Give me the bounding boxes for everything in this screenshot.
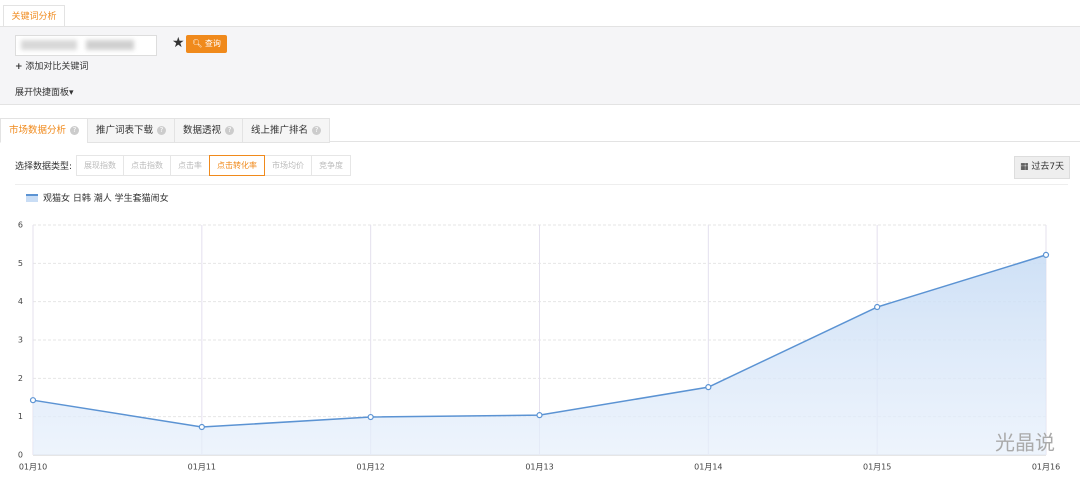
tab-divider: [0, 141, 1080, 142]
help-icon[interactable]: ?: [157, 126, 167, 135]
area: [33, 254, 1046, 455]
y-tick-label: 5: [18, 259, 23, 268]
tab-label: 线上推广排名: [251, 125, 309, 136]
date-range-label: 过去7天: [1031, 162, 1065, 172]
help-icon[interactable]: ?: [312, 126, 322, 135]
point: [29, 397, 37, 404]
tab-label: 数据透视: [183, 125, 222, 136]
x-tick-label: 01月13: [525, 463, 553, 472]
point: [705, 384, 712, 391]
star-icon[interactable]: ★: [172, 35, 185, 51]
point: [367, 413, 374, 421]
y-tick-label: 6: [18, 221, 23, 230]
data-type-label: 选择数据类型:: [15, 162, 73, 172]
add-compare[interactable]: + 添加对比关键词: [15, 62, 89, 72]
add-compare-label: 添加对比关键词: [25, 62, 89, 72]
point: [1042, 251, 1050, 258]
y-tick-label: 1: [18, 412, 23, 421]
legend: 观猫女 日韩 潮人 学生套猫闹女: [26, 191, 169, 204]
data-type-group: 展现指数 点击指数 点击率 点击转化率 市场均价 竞争度: [76, 155, 351, 176]
search-label: 查询: [204, 39, 221, 48]
divider: [15, 184, 1068, 185]
expand-label: 展开快捷面板: [15, 88, 70, 98]
keyword-tab[interactable]: 关键词分析: [3, 5, 65, 26]
search-button[interactable]: 🔍︎ 查询: [186, 35, 227, 53]
legend-swatch: [26, 193, 38, 202]
tab-label: 推广词表下载: [96, 125, 154, 136]
y-tick-label: 2: [18, 374, 23, 383]
help-icon[interactable]: ?: [70, 126, 80, 135]
y-tick-label: 4: [18, 297, 23, 306]
x-tick-label: 01月10: [19, 463, 47, 472]
x-tick-label: 01月12: [356, 463, 384, 472]
expand-panel[interactable]: 展开快捷面板▾: [15, 88, 74, 98]
x-tick-label: 01月15: [863, 463, 891, 472]
search-panel: [0, 26, 1080, 105]
tab[interactable]: 推广词表下载?: [87, 118, 176, 143]
x-tick-label: 01月11: [188, 463, 216, 472]
y-tick-label: 0: [18, 451, 23, 460]
point: [874, 303, 881, 311]
x-tick-label: 01月14: [694, 463, 722, 472]
tab-bar: 市场数据分析? 推广词表下载? 数据透视? 线上推广排名?: [0, 118, 331, 143]
data-type-button[interactable]: 竞争度: [311, 155, 351, 176]
date-range-button[interactable]: ▦ 过去7天: [1014, 156, 1070, 179]
watermark: 光晶说: [995, 431, 1055, 455]
point: [198, 423, 205, 431]
tab[interactable]: 市场数据分析?: [0, 118, 89, 143]
tab-label: 市场数据分析: [9, 125, 67, 136]
point: [536, 412, 543, 419]
blurred-text: [86, 40, 134, 50]
data-type-button[interactable]: 点击转化率: [209, 155, 265, 176]
y-tick-label: 3: [18, 336, 23, 345]
tab[interactable]: 线上推广排名?: [242, 118, 331, 143]
help-icon[interactable]: ?: [225, 126, 235, 135]
blurred-text: [21, 40, 77, 50]
x-tick-label: 01月16: [1032, 463, 1060, 472]
legend-label: 观猫女 日韩 潮人 学生套猫闹女: [43, 194, 169, 204]
